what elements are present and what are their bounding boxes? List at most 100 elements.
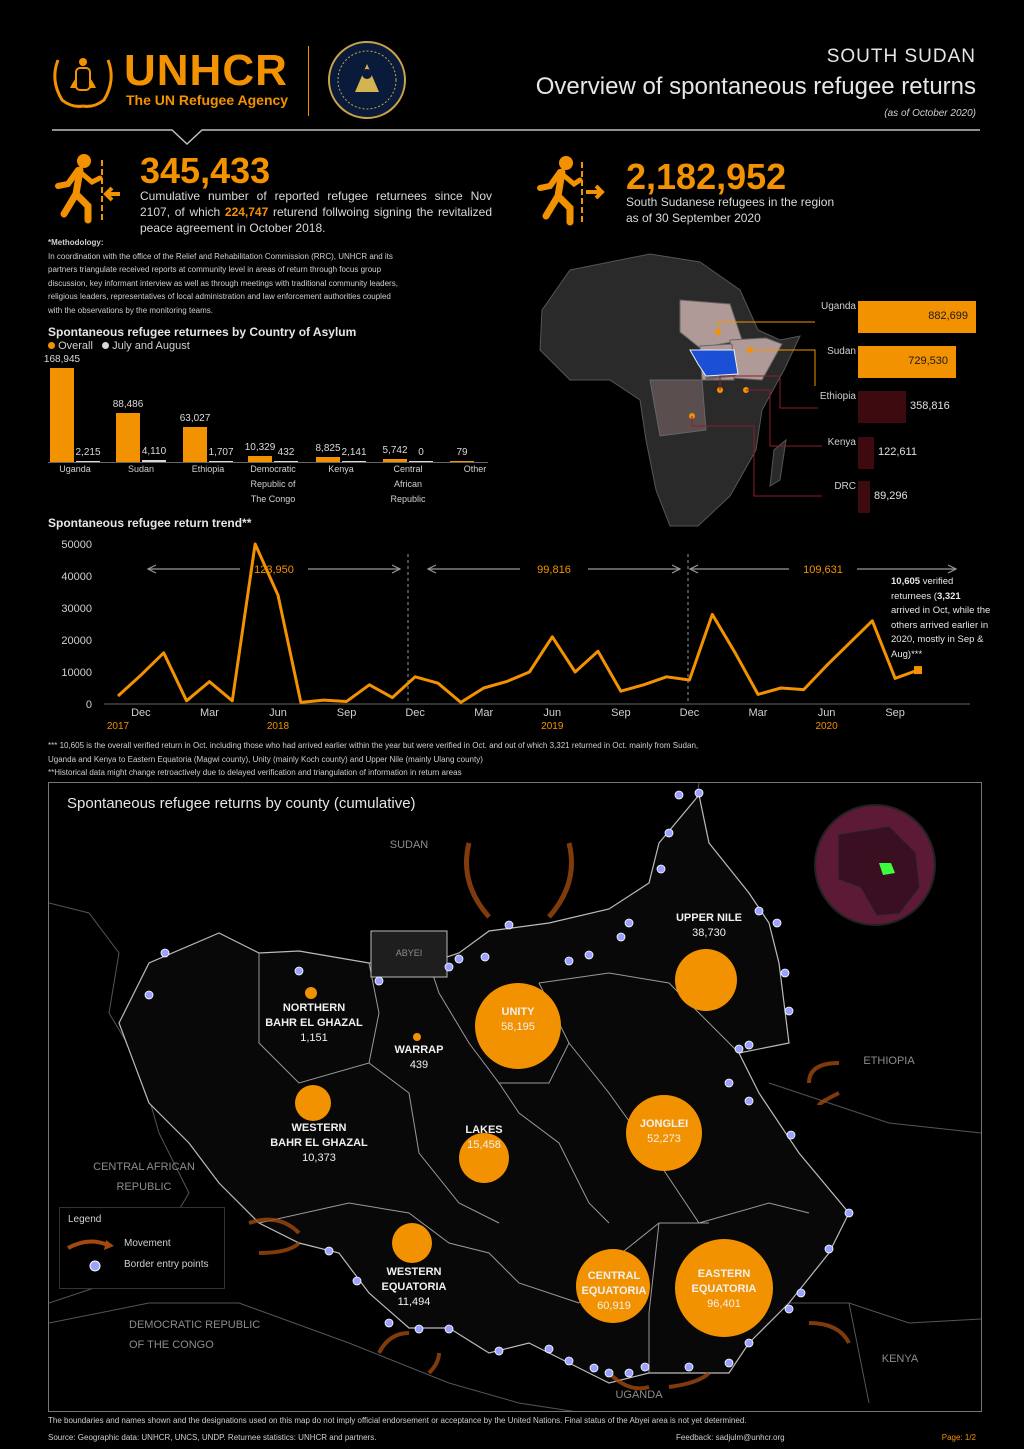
map-label-car-line: REPUBLIC	[116, 1181, 172, 1193]
bar-overall	[183, 427, 207, 462]
bar-overall	[316, 457, 340, 462]
footnote-line: **Historical data might change retroacti…	[48, 768, 462, 777]
period-arrow-head	[426, 564, 437, 574]
bar-category-line: Republic of	[250, 479, 296, 489]
bar-category-label: Other	[432, 462, 518, 477]
region-name: EQUATORIA	[691, 1283, 757, 1295]
footnote-line: *** 10,605 is the overall verified retur…	[48, 741, 699, 750]
org-subtitle: The UN Refugee Agency	[126, 92, 289, 108]
bar-category-line: Uganda	[59, 464, 91, 474]
region-label: CENTRAL EQUATORIA 60,919	[564, 1269, 664, 1314]
bar-recent-value: 432	[277, 447, 295, 458]
bar-recent-value: 0	[418, 447, 424, 458]
legend-border: Border entry points	[124, 1259, 209, 1270]
region-name: EQUATORIA	[381, 1281, 447, 1293]
south-sudan-map-shapes	[49, 783, 981, 1411]
last-point-marker	[914, 666, 922, 675]
region-value: 52,273	[647, 1133, 681, 1145]
region-label: NORTHERN BAHR EL GHAZAL 1,151	[249, 1001, 379, 1046]
county-map: Spontaneous refugee returns by county (c…	[48, 782, 982, 1412]
bar-overall-value: 168,945	[43, 354, 81, 365]
region-name: UPPER NILE	[675, 912, 742, 924]
bar-overall-value: 79	[456, 447, 468, 458]
bar-category-line: Central	[393, 464, 423, 474]
x-tick-label: Sep	[611, 707, 631, 719]
region-bar-value: 89,296	[874, 490, 908, 502]
bar-category-label: Democratic Republic of The Congo	[230, 462, 316, 507]
bar-overall	[116, 413, 140, 462]
region-name: WESTERN	[386, 1266, 442, 1278]
bar-recent	[142, 460, 166, 462]
region-bubble	[626, 1095, 702, 1171]
region-label: WESTERN BAHR EL GHAZAL 10,373	[249, 1121, 389, 1166]
region-label: WARRAP 439	[379, 1043, 459, 1073]
region-bar-value: 358,816	[910, 400, 950, 412]
bar-overall	[248, 456, 272, 462]
year-label: 2017	[107, 721, 130, 732]
annotation-text: 2020, mostly in Sep &	[891, 634, 984, 645]
region-bar-value: 882,699	[928, 310, 968, 322]
bar-category-label: Uganda	[32, 462, 118, 477]
bar-overall-value: 88,486	[112, 399, 144, 410]
region-value: 96,401	[707, 1298, 741, 1310]
map-label-sudan: SUDAN	[389, 839, 429, 851]
period-arrow-head	[391, 564, 402, 574]
map-label-drc-line: OF THE CONGO	[129, 1339, 214, 1351]
y-tick-label: 0	[86, 699, 92, 711]
bar-recent	[409, 461, 433, 462]
bar-overall-value: 10,329	[244, 442, 276, 453]
map-title: Spontaneous refugee returns by county (c…	[67, 795, 416, 812]
bar-category-label: Ethiopia	[165, 462, 251, 477]
org-name: UNHCR	[124, 46, 288, 95]
period-total: 99,816	[537, 564, 571, 576]
trend-annotation: 10,605 verified returnees (3,321 arrived…	[891, 575, 1021, 662]
methodology-line: with the observations by the monitoring …	[48, 305, 213, 315]
region-country-label: Kenya	[827, 437, 856, 448]
region-value: 60,919	[597, 1300, 631, 1312]
page-title: Overview of spontaneous refugee returns	[535, 73, 976, 100]
region-value: 15,458	[467, 1139, 501, 1151]
region-name: EASTERN	[697, 1268, 751, 1280]
bar-recent	[76, 461, 100, 462]
bar-category-line: Republic	[390, 494, 426, 504]
bar-category-line: Democratic	[250, 464, 296, 474]
bar-overall	[50, 368, 74, 462]
region-country-label: Ethiopia	[819, 391, 856, 402]
region-bubble	[475, 983, 561, 1069]
bar-overall-value: 63,027	[179, 413, 211, 424]
period-arrow-head	[671, 564, 682, 574]
bar-category-label: Kenya	[298, 462, 384, 477]
y-tick-label: 20000	[61, 635, 92, 647]
region-bar	[858, 481, 870, 513]
period-total: 123,950	[254, 564, 294, 576]
methodology-line: partners triangulate received reports at…	[48, 265, 382, 274]
period-total: 109,631	[803, 564, 843, 576]
bar-category-line: Kenya	[328, 464, 354, 474]
movement-arrow-icon	[67, 1239, 114, 1250]
map-label-uganda: UGANDA	[615, 1389, 663, 1401]
x-tick-label: Mar	[749, 707, 768, 719]
bar-category-line: Sudan	[127, 464, 155, 474]
country-chart-axis	[48, 462, 488, 463]
logo-divider	[308, 46, 309, 116]
refugees-desc-line: as of 30 September 2020	[626, 211, 761, 225]
region-label: LAKES 15,458	[439, 1123, 529, 1153]
region-name: CENTRAL	[587, 1270, 641, 1282]
region-value: 439	[409, 1059, 429, 1071]
bar-recent	[342, 461, 366, 462]
region-name: LAKES	[465, 1124, 503, 1136]
region-value: 1,151	[300, 1032, 328, 1044]
region-label: UPPER NILE 38,730	[669, 911, 749, 941]
region-name: UNITY	[501, 1006, 535, 1018]
region-name: WESTERN	[291, 1122, 347, 1134]
x-tick-label: Mar	[474, 707, 493, 719]
legend-movement: Movement	[124, 1238, 171, 1249]
africa-map	[539, 253, 822, 527]
x-tick-label: Mar	[200, 707, 219, 719]
bar-overall	[450, 461, 474, 462]
person-leave-icon	[537, 156, 605, 226]
region-bar	[858, 391, 906, 423]
region-bubble	[675, 1239, 773, 1337]
annotation-verified-number: 10,605	[891, 576, 921, 587]
region-name: WARRAP	[394, 1044, 444, 1056]
